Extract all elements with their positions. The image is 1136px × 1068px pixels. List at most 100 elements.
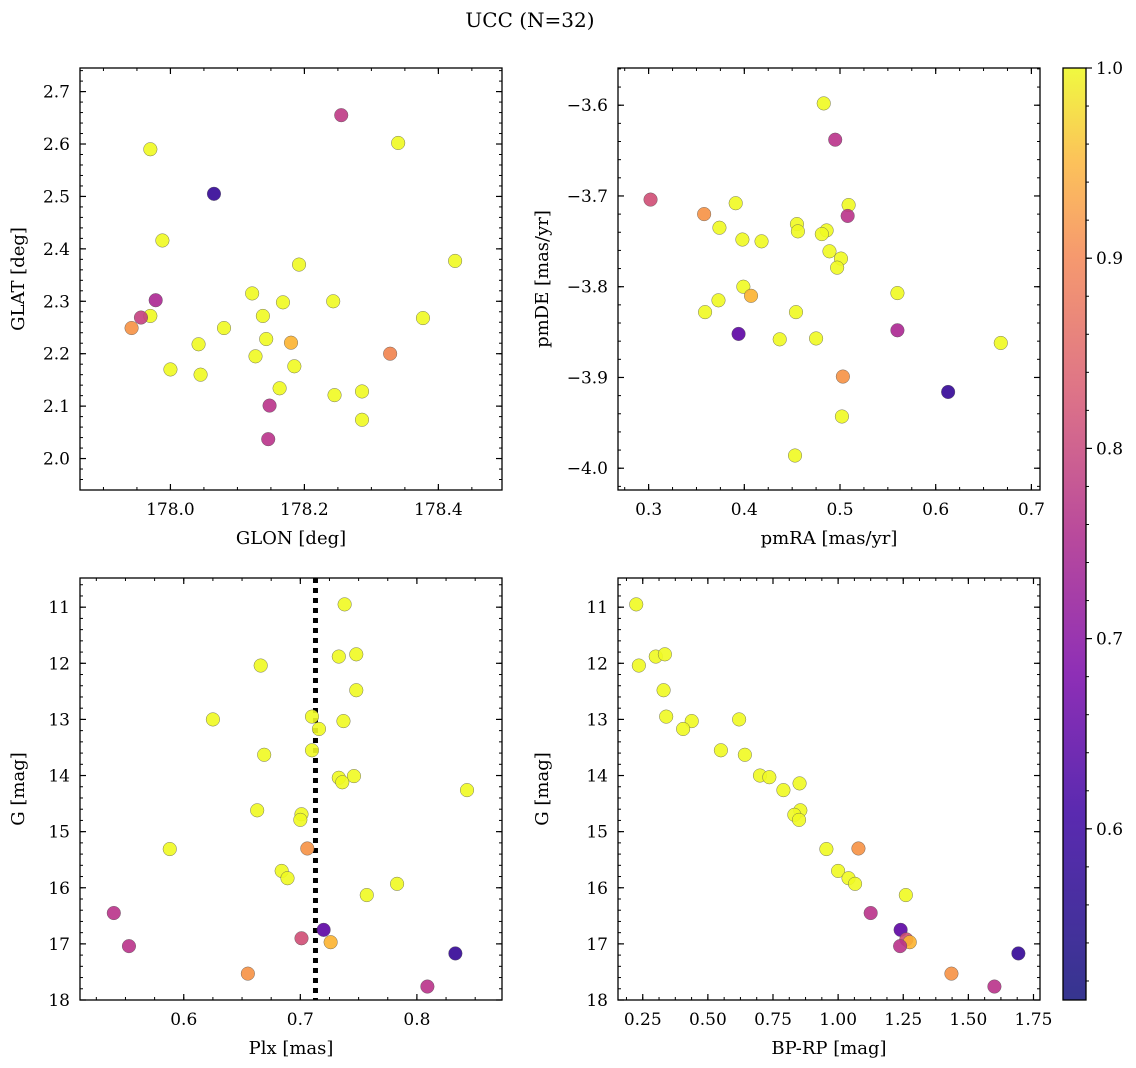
scatter-point	[257, 747, 272, 762]
scatter-point	[834, 409, 849, 424]
scatter-point	[272, 381, 287, 396]
scatter-point	[255, 308, 270, 323]
y-tick-label: 15	[586, 823, 608, 843]
scatter-point	[253, 658, 268, 673]
scatter-point	[300, 841, 315, 856]
scatter-point	[448, 253, 463, 268]
scatter-point	[304, 709, 319, 724]
scatter-point	[643, 192, 658, 207]
scatter-point	[941, 384, 956, 399]
scatter-point	[898, 888, 913, 903]
scatter-point	[831, 863, 846, 878]
y-tick-label: 15	[48, 823, 70, 843]
y-tick-label: 12	[48, 654, 70, 674]
colorbar-tick-label: 0.7	[1096, 630, 1123, 650]
scatter-point	[835, 369, 850, 384]
scatter-point	[383, 346, 398, 361]
scatter-point	[448, 946, 463, 961]
scatter-point	[275, 295, 290, 310]
y-tick-label: 18	[586, 991, 608, 1011]
scatter-point	[848, 876, 863, 891]
scatter-point	[284, 335, 299, 350]
panel-glon-glat: 178.0 178.2 178.4 2.0 2.1 2.2 2.3 2.4 2.5 2.6 2.7 G…	[8, 67, 503, 549]
scatter-point	[814, 227, 829, 242]
y-tick-label: 17	[586, 935, 608, 955]
x-tick-label: 0.3	[635, 500, 662, 520]
scatter-point	[287, 359, 302, 374]
scatter-point	[713, 743, 728, 758]
x-tick-label: 0.8	[403, 1010, 430, 1030]
scatter-point	[1011, 946, 1026, 961]
scatter-point	[676, 721, 691, 736]
scatter-point	[993, 335, 1008, 350]
scatter-point	[335, 775, 350, 790]
scatter-point	[133, 310, 148, 325]
figure-title: UCC (N=32)	[465, 8, 594, 32]
scatter-point	[987, 979, 1002, 994]
scatter-point	[193, 367, 208, 382]
y-tick-label: 16	[586, 879, 608, 899]
x-axis-label: pmRA [mas/yr]	[761, 528, 898, 549]
scatter-point	[788, 448, 803, 463]
scatter-point	[731, 326, 746, 341]
scatter-points	[643, 96, 1008, 463]
scatter-point	[460, 783, 475, 798]
scatter-point	[304, 743, 319, 758]
plot-frame	[617, 67, 1041, 491]
colorbar-tick-label: 0.8	[1096, 439, 1123, 459]
scatter-point	[245, 286, 260, 301]
y-tick-label: 12	[586, 654, 608, 674]
scatter-point	[346, 769, 361, 784]
x-axis-label: GLON [deg]	[236, 528, 346, 549]
x-tick-label: 0.6	[922, 500, 949, 520]
scatter-point	[217, 321, 232, 336]
scatter-point	[659, 709, 674, 724]
scatter-point	[631, 658, 646, 673]
y-tick-label: 13	[48, 710, 70, 730]
x-tick-label: 0.75	[754, 1010, 792, 1030]
x-tick-label: 0.5	[826, 500, 853, 520]
y-tick-label: −4.0	[567, 459, 608, 479]
colorbar-gradient	[1062, 67, 1087, 1001]
scatter-point	[656, 683, 671, 698]
scatter-point	[292, 257, 307, 272]
scatter-point	[250, 803, 265, 818]
scatter-point	[323, 935, 338, 950]
y-axis-label: GLAT [deg]	[8, 227, 29, 331]
scatter-point	[259, 332, 274, 347]
plot-frame	[617, 577, 1041, 1001]
scatter-point	[248, 349, 263, 364]
scatter-point	[712, 220, 727, 235]
scatter-point	[728, 196, 743, 211]
y-tick-label: 2.7	[43, 83, 70, 103]
y-axis-label: G [mag]	[532, 752, 553, 825]
scatter-points	[124, 108, 463, 447]
scatter-point	[349, 647, 364, 662]
scatter-point	[240, 966, 255, 981]
scatter-point	[737, 747, 752, 762]
y-tick-label: −3.9	[567, 368, 608, 388]
scatter-point	[206, 186, 221, 201]
scatter-point	[280, 871, 295, 886]
scatter-point	[762, 770, 777, 785]
y-axis-label: pmDE [mas/yr]	[532, 210, 553, 348]
x-tick-label: 0.7	[287, 1010, 314, 1030]
scatter-point	[732, 712, 747, 727]
scatter-point	[316, 922, 331, 937]
x-tick-label: 0.25	[624, 1010, 662, 1030]
x-tick-label: 178.0	[146, 500, 195, 520]
panel-pmra-pmde: 0.3 0.4 0.5 0.6 0.7 −4.0 −3.9 −3.8 −3.7 −3.6 pmRA …	[532, 67, 1045, 549]
scatter-point	[415, 311, 430, 326]
x-tick-label: 178.2	[280, 500, 329, 520]
scatter-point	[155, 233, 170, 248]
scatter-point	[148, 293, 163, 308]
x-tick-label: 0.50	[689, 1010, 727, 1030]
scatter-point	[124, 321, 139, 336]
scatter-point	[819, 842, 834, 857]
scatter-point	[944, 966, 959, 981]
scatter-point	[191, 337, 206, 352]
scatter-point	[790, 224, 805, 239]
y-tick-label: 2.6	[43, 135, 70, 155]
y-tick-label: 2.1	[43, 397, 70, 417]
